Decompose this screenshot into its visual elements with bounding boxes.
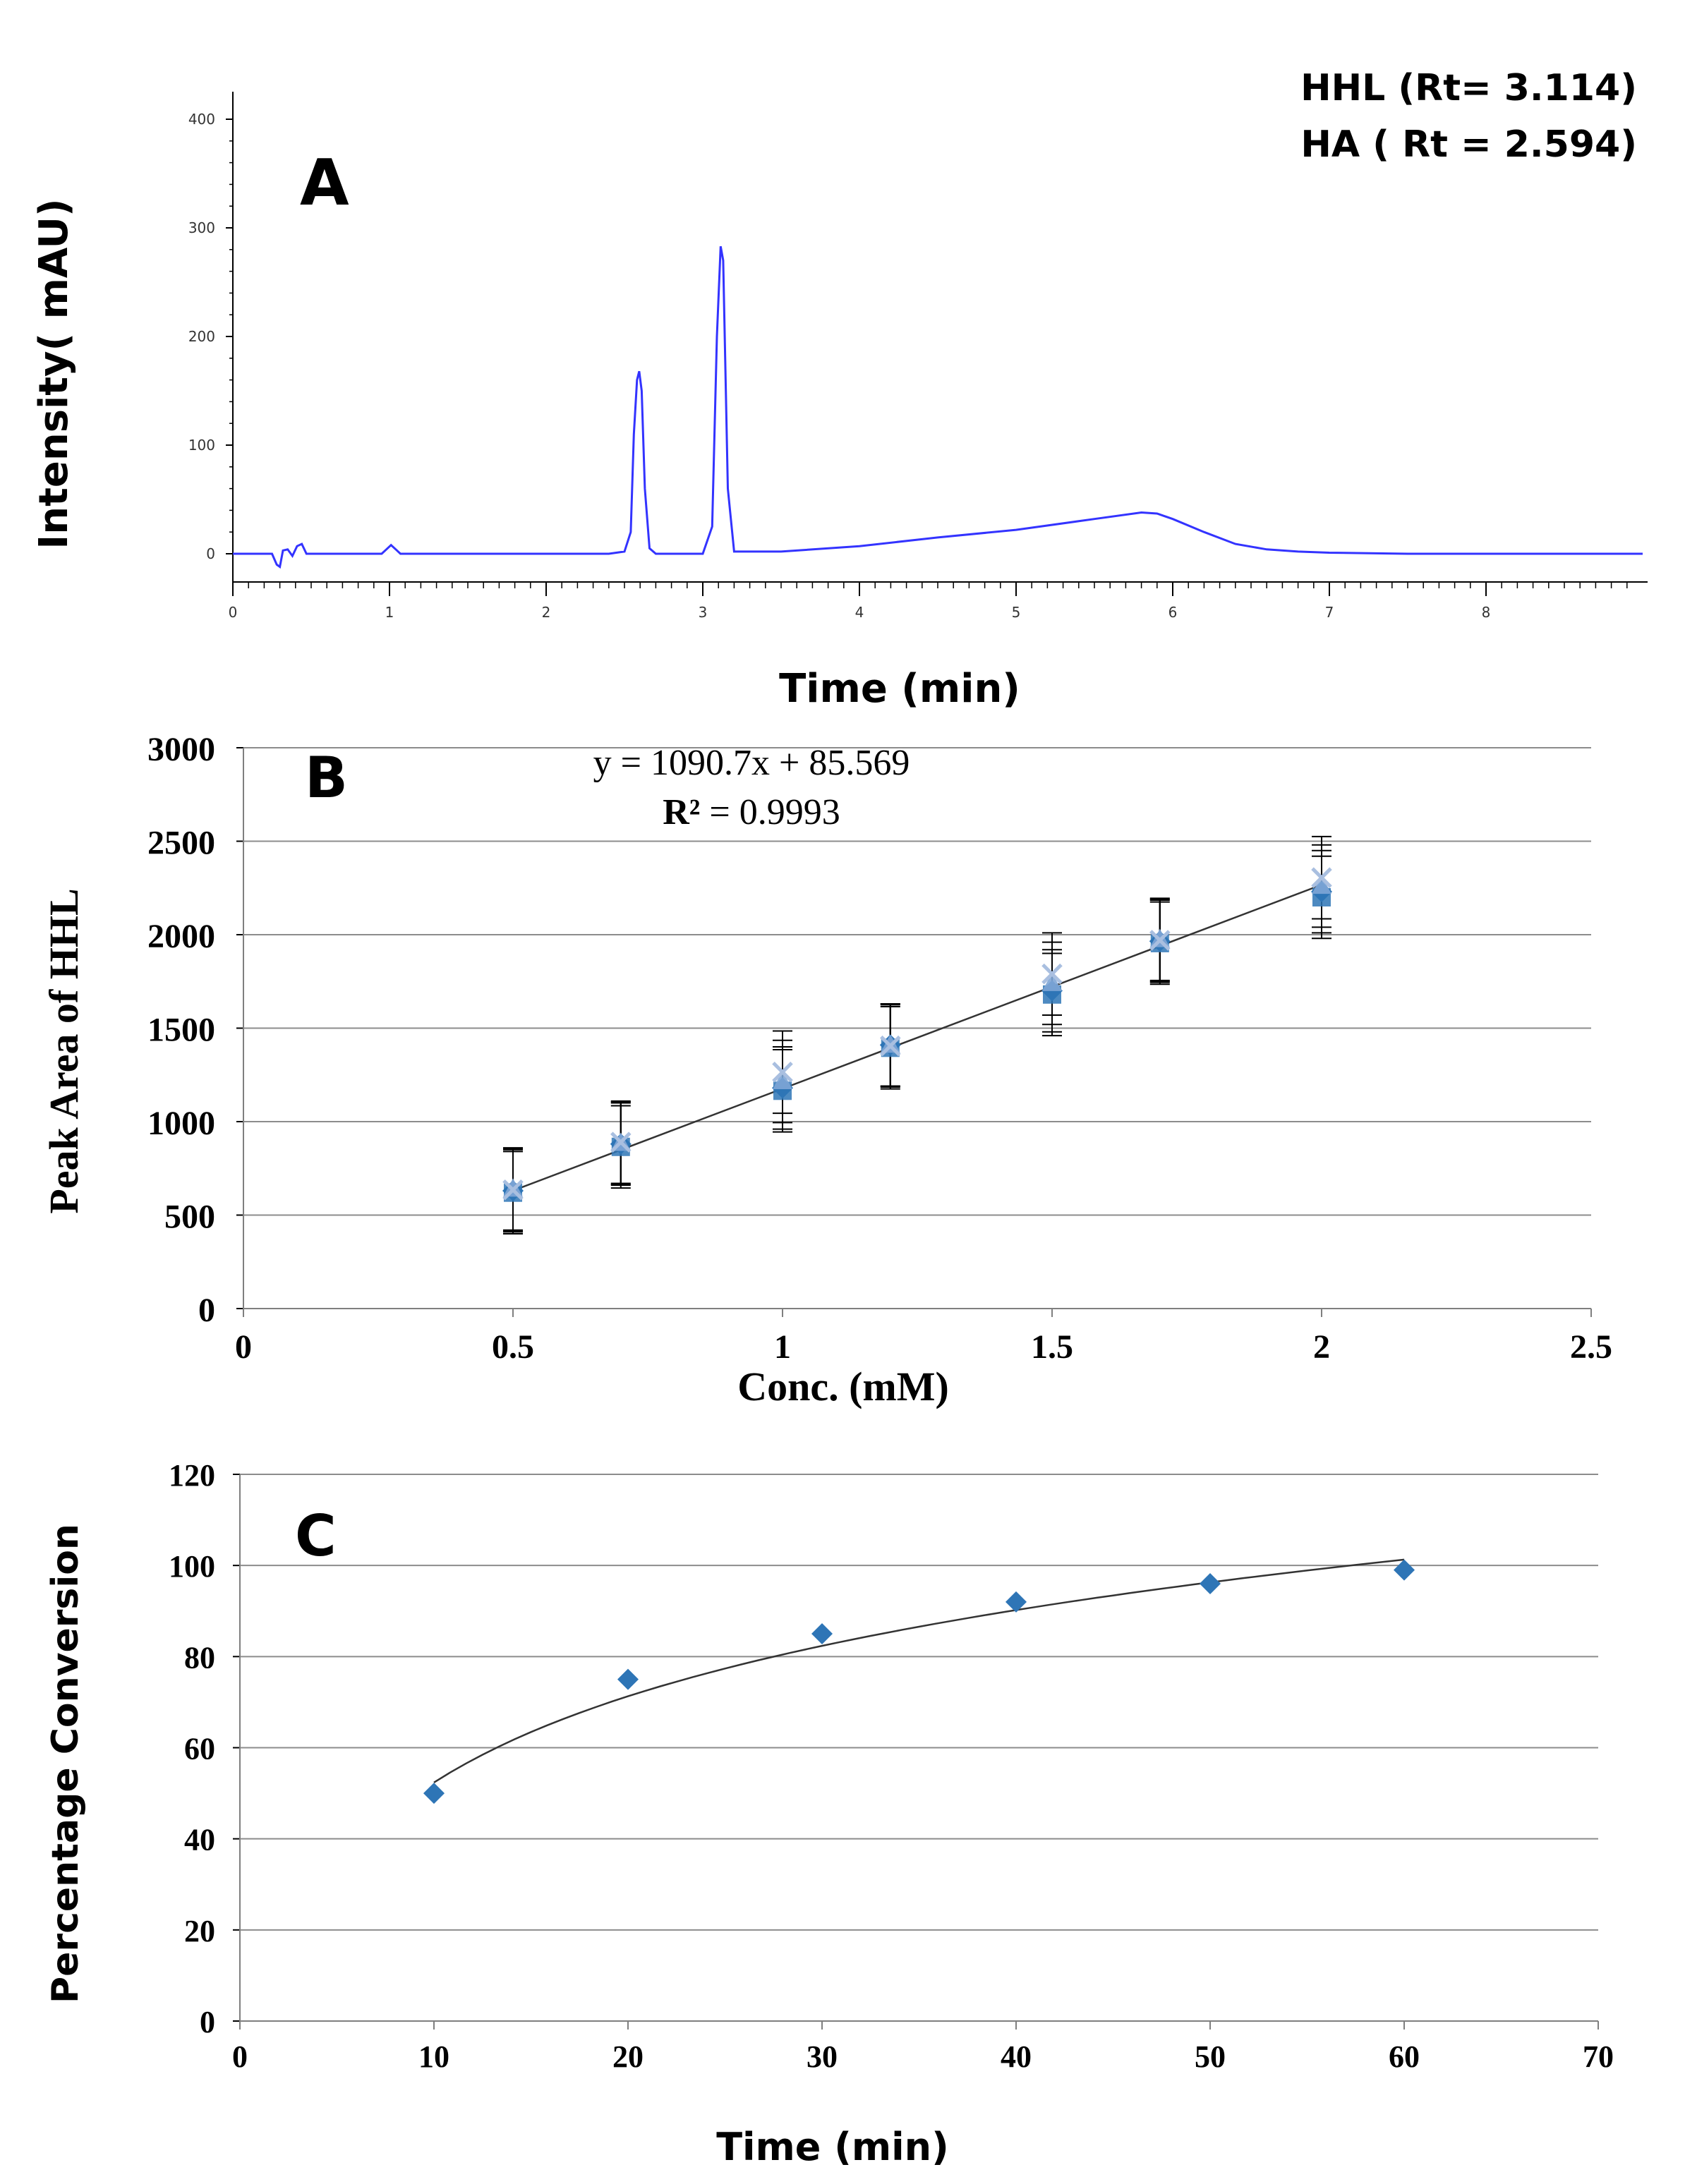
panel-a-x-tick-label: 4: [855, 604, 864, 621]
panel-b-x-tick-label: 2: [1313, 1328, 1330, 1366]
panel-b-y-tick-label: 0: [198, 1292, 215, 1329]
panel-c-marker-diamond: [1200, 1573, 1221, 1594]
panel-b-y-tick-label: 2000: [147, 918, 215, 955]
panel-b-y-tick-label: 3000: [147, 731, 215, 768]
panel-c-x-tick-label: 20: [612, 2039, 644, 2074]
panel-b-marker-x: [1149, 930, 1171, 951]
panel-b-equation: y = 1090.7x + 85.569: [593, 743, 910, 783]
panel-b-x-tick-label: 0: [235, 1328, 252, 1366]
panel-a-x-tick-label: 2: [542, 604, 551, 621]
panel-a-x-tick-label: 0: [229, 604, 238, 621]
panel-b-data-markers: [502, 867, 1332, 1202]
panel-c-x-tick-label: 50: [1195, 2039, 1226, 2074]
panel-a-label: A: [300, 146, 349, 220]
panel-c-y-tick-label: 60: [184, 1732, 215, 1766]
panel-a-y-tick-label: 100: [188, 437, 215, 454]
panel-b-x-tick-label: 0.5: [492, 1328, 534, 1366]
panel-b-x-axis-label: Conc. (mM): [737, 1364, 949, 1409]
panel-b-marker-triangle: [1312, 875, 1331, 894]
panel-b-x-tick-label: 1: [774, 1328, 791, 1366]
panel-a-x-axis-label: Time (min): [779, 666, 1020, 712]
panel-c-x-tick-label: 30: [807, 2039, 838, 2074]
panel-a-y-tick-label: 400: [188, 111, 215, 128]
panel-c-marker-diamond: [423, 1783, 445, 1804]
panel-a-x-tick-label: 5: [1012, 604, 1021, 621]
panel-c-marker-diamond: [1394, 1559, 1415, 1581]
panel-b-x-tick-label: 1.5: [1031, 1328, 1073, 1366]
panel-a-x-tick-label: 6: [1168, 604, 1178, 621]
panel-b-marker-x: [1311, 867, 1332, 888]
panel-c-x-tick-label: 10: [418, 2039, 449, 2074]
panel-c-y-tick-label: 40: [184, 1823, 215, 1857]
panel-a-chromatogram-line: [233, 245, 1643, 569]
panel-a-x-tick-label: 7: [1325, 604, 1334, 621]
panel-c-axes: [233, 1474, 1599, 2030]
panel-b-tick-labels: 0 500 1000 1500 2000 2500 3000 0 0.5 1 1.5 2 2.5: [147, 731, 1612, 1366]
panel-a-x-tick-label: 3: [699, 604, 708, 621]
panel-c-conversion: 0 20 40 60 80 100 120 0 10 20 30 40 50 60 70 C Time (m…: [44, 1458, 1614, 2169]
panel-c-tick-labels: 0 20 40 60 80 100 120 0 10 20 30 40 50 60 70: [169, 1458, 1614, 2074]
panel-b-y-tick-label: 500: [164, 1199, 215, 1236]
panel-a-x-tick-label: 1: [385, 604, 394, 621]
panel-b-marker-triangle: [773, 1071, 792, 1090]
panel-c-marker-diamond: [1005, 1591, 1027, 1613]
panel-b-error-bars: [503, 835, 1331, 1234]
panel-a-y-tick-label: 200: [188, 328, 215, 345]
panel-b-y-axis-label: Peak Area of HHL: [41, 888, 87, 1213]
panel-c-y-tick-label: 20: [184, 1914, 215, 1948]
panel-a-annotation-hhl: HHL (Rt= 3.114): [1300, 67, 1637, 109]
panel-b-marker-x: [1041, 963, 1063, 985]
panel-b-y-tick-label: 1000: [147, 1105, 215, 1142]
panel-c-x-tick-label: 40: [1001, 2039, 1032, 2074]
panel-b-y-tick-label: 1500: [147, 1012, 215, 1049]
panel-a-x-tick-label: 8: [1482, 604, 1491, 621]
panel-c-trendline: [433, 1558, 1405, 1783]
panel-c-x-tick-label: 60: [1389, 2039, 1420, 2074]
panel-c-data-markers: [423, 1559, 1415, 1804]
panel-b-r-squared-value: = 0.9993: [700, 792, 840, 832]
panel-a-tick-labels: 0 1 2 3 4 5 6 7 8 0 100 200 300 400: [188, 111, 1491, 621]
panel-c-y-tick-label: 120: [169, 1458, 215, 1493]
panel-c-gridlines: [240, 1474, 1598, 1931]
panel-a-annotation-ha: HA ( Rt = 2.594): [1300, 123, 1637, 166]
panel-c-x-tick-label: 70: [1583, 2039, 1614, 2074]
panel-a-y-axis-label: Intensity( mAU): [31, 198, 77, 549]
panel-c-y-tick-label: 100: [169, 1549, 215, 1584]
panel-c-y-axis-label: Percentage Conversion: [44, 1524, 87, 2003]
panel-b-marker-x: [610, 1132, 632, 1153]
panel-b-marker-x: [772, 1062, 793, 1083]
panel-c-x-tick-label: 0: [232, 2039, 248, 2074]
panel-a-axes: [226, 92, 1648, 596]
panel-a-chromatogram: 0 1 2 3 4 5 6 7 8 0 100 200 300 400 A HHL (Rt= 3.114)…: [31, 67, 1648, 712]
panel-b-calibration: 0 500 1000 1500 2000 2500 3000 0 0.5 1 1.5 2 2.5 B y…: [41, 731, 1612, 1409]
panel-b-marker-x: [502, 1179, 524, 1201]
panel-b-r-squared-symbol: R²: [663, 792, 700, 832]
panel-a-y-tick-label: 300: [188, 219, 215, 236]
panel-c-y-tick-label: 80: [184, 1640, 215, 1675]
panel-c-marker-diamond: [811, 1623, 833, 1645]
panel-c-label: C: [295, 1503, 337, 1569]
panel-b-y-tick-label: 2500: [147, 825, 215, 862]
panel-b-axes: [236, 747, 1592, 1317]
panel-c-marker-diamond: [617, 1668, 639, 1690]
panel-b-gridlines: [243, 747, 1591, 1216]
panel-b-trendline: [512, 884, 1322, 1191]
panel-b-marker-triangle: [1042, 972, 1062, 991]
panel-b-label: B: [305, 745, 348, 811]
panel-b-x-tick-label: 2.5: [1570, 1328, 1612, 1366]
panel-c-y-tick-label: 0: [200, 2005, 215, 2039]
panel-b-r-squared: R² = 0.9993: [663, 792, 840, 832]
panel-c-x-axis-label: Time (min): [716, 2125, 949, 2169]
panel-b-marker-x: [880, 1035, 901, 1057]
panel-a-y-tick-label: 0: [206, 545, 215, 562]
